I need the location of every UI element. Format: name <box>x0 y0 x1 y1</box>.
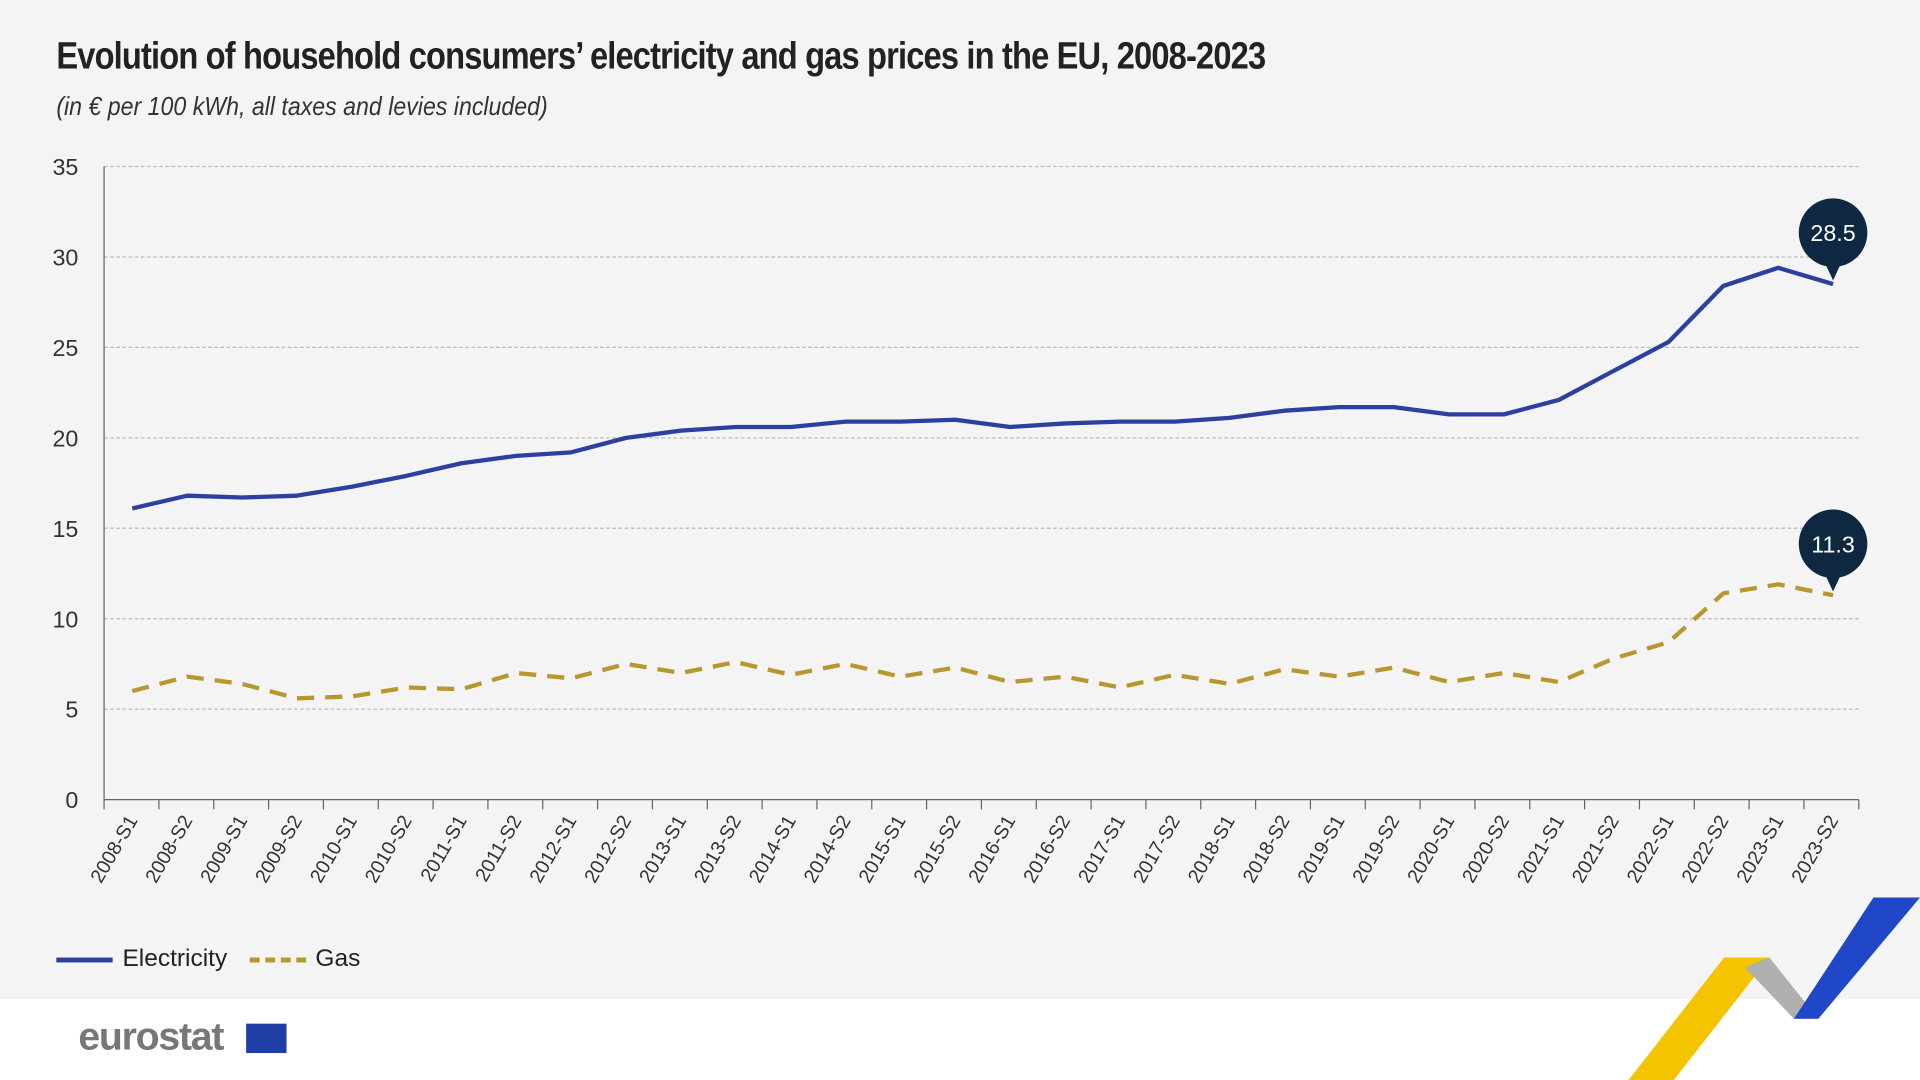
x-tick-label: 2023-S1 <box>1732 812 1788 887</box>
callout-pointer <box>1824 573 1842 592</box>
legend-label-gas: Gas <box>315 945 361 973</box>
x-tick-label: 2019-S2 <box>1348 812 1404 887</box>
x-tick-label: 2008-S1 <box>86 812 142 887</box>
x-tick-label: 2014-S2 <box>800 812 856 887</box>
legend-swatch-electricity <box>56 956 113 962</box>
y-tick-label: 5 <box>65 697 78 723</box>
x-tick-label: 2010-S1 <box>306 812 362 887</box>
x-tick-label: 2020-S1 <box>1403 812 1459 887</box>
eu-flag-icon <box>246 1023 287 1054</box>
x-tick-label: 2016-S1 <box>964 812 1020 887</box>
callout-label: 11.3 <box>1811 531 1855 557</box>
x-tick-label: 2023-S2 <box>1787 812 1843 887</box>
callout-gas: 11.3 <box>1798 509 1868 592</box>
footer <box>0 999 1920 1080</box>
x-tick-label: 2022-S2 <box>1678 812 1734 887</box>
x-tick-label: 2017-S2 <box>1129 812 1185 887</box>
x-tick-label: 2009-S2 <box>251 812 307 887</box>
x-tick-label: 2011-S2 <box>471 812 526 886</box>
x-tick-label: 2018-S2 <box>1239 812 1295 887</box>
y-tick-label: 15 <box>52 516 78 542</box>
y-tick-label: 0 <box>65 787 78 813</box>
x-tick-label: 2021-S2 <box>1568 812 1624 887</box>
x-tick-label: 2015-S2 <box>909 812 965 887</box>
legend: Electricity Gas <box>56 945 360 973</box>
x-tick-label: 2012-S1 <box>525 812 581 887</box>
callout-bubble <box>1798 509 1868 579</box>
y-tick-label: 35 <box>52 154 78 180</box>
legend-swatch-gas <box>249 956 306 962</box>
chart-subtitle: (in € per 100 kWh, all taxes and levies … <box>56 93 548 122</box>
x-tick-label: 2018-S1 <box>1184 812 1240 887</box>
x-tick-label: 2014-S1 <box>745 812 801 887</box>
x-tick-label: 2021-S1 <box>1513 812 1569 887</box>
chart-title: Evolution of household consumers’ electr… <box>56 34 1266 78</box>
eurostat-logo: eurostat <box>78 1013 224 1058</box>
x-tick-label: 2020-S2 <box>1458 812 1514 887</box>
x-tick-label: 2008-S2 <box>141 812 197 887</box>
x-tick-label: 2019-S1 <box>1293 812 1349 887</box>
x-tick-label: 2022-S1 <box>1623 812 1679 887</box>
y-tick-label: 10 <box>52 606 78 632</box>
legend-label-electricity: Electricity <box>122 945 228 973</box>
series-line-electricity <box>131 265 1834 511</box>
callout-pointer <box>1824 262 1842 281</box>
x-tick-label: 2016-S2 <box>1019 812 1075 887</box>
x-tick-label: 2015-S1 <box>855 812 911 887</box>
x-tick-label: 2017-S1 <box>1074 812 1130 887</box>
x-tick-label: 2011-S1 <box>416 812 471 886</box>
y-tick-label: 25 <box>52 335 78 361</box>
x-tick-label: 2013-S2 <box>690 812 746 887</box>
x-tick-label: 2013-S1 <box>635 812 691 887</box>
x-tick-label: 2009-S1 <box>196 812 252 887</box>
callout-electricity: 28.5 <box>1798 198 1868 281</box>
y-tick-label: 30 <box>52 245 78 271</box>
y-tick-label: 20 <box>52 425 78 451</box>
callout-bubble <box>1798 198 1868 267</box>
x-tick-label: 2010-S2 <box>361 812 417 887</box>
callout-label: 28.5 <box>1810 220 1855 246</box>
x-tick-label: 2012-S2 <box>580 812 636 887</box>
series-line-gas <box>131 582 1834 701</box>
